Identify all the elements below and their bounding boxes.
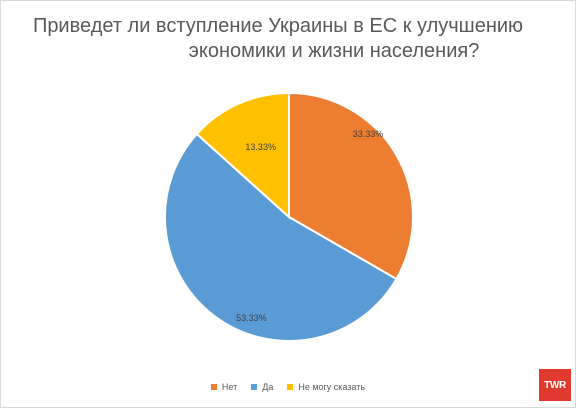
chart-legend: Нет Да Не могу сказать: [0, 382, 576, 392]
legend-item-ne-mogu: Не могу сказать: [287, 382, 365, 392]
legend-item-net: Нет: [210, 382, 238, 392]
data-label-2: 13.33%: [245, 142, 276, 152]
pie-slice-0: [288, 91, 415, 281]
legend-label-ne-mogu: Не могу сказать: [298, 382, 366, 392]
chart-title-line-1: Приведет ли вступление Украины в ЕС к ул…: [32, 15, 524, 37]
data-label-1: 53.33%: [236, 313, 267, 323]
twr-logo: TWR: [539, 369, 571, 401]
pie-slice-2: [195, 91, 290, 220]
legend-label-da: Да: [262, 382, 274, 392]
pie-slice-1: [164, 132, 398, 342]
legend-swatch-ne-mogu: [287, 384, 294, 390]
chart-title: Приведет ли вступление Украины в ЕС к ул…: [0, 14, 576, 64]
data-label-0: 33.33%: [353, 129, 384, 139]
legend-swatch-net: [210, 384, 217, 390]
chart-title-line-2: экономики и жизни населения?: [188, 40, 480, 62]
legend-label-net: Нет: [221, 382, 238, 392]
legend-swatch-da: [251, 384, 258, 390]
legend-item-da: Да: [251, 382, 273, 392]
